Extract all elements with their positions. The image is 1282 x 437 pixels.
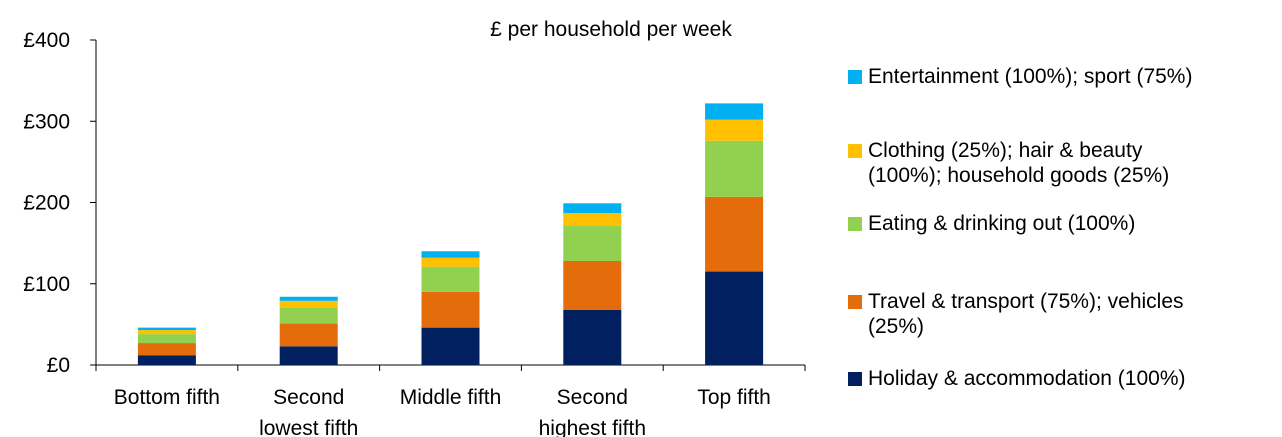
y-tick-label: £100 xyxy=(23,273,70,296)
bar-segment-second-highest-fifth-series-0 xyxy=(563,309,622,365)
legend-swatch xyxy=(848,144,862,158)
y-tick-label: £200 xyxy=(23,192,70,215)
x-axis-labels: Bottom fifth Second lowest fifth Middle fif… xyxy=(114,386,771,437)
x-tick-label: Second xyxy=(557,386,628,409)
x-tick-label: highest fifth xyxy=(539,417,646,437)
legend-swatch xyxy=(848,295,862,309)
legend-item: Holiday & accommodation (100%) xyxy=(848,366,1282,391)
x-tick-label: Bottom fifth xyxy=(114,386,220,409)
bar-segment-top-fifth-series-0 xyxy=(705,271,764,365)
legend-label: Travel & transport (75%); vehicles (25%) xyxy=(868,290,1184,338)
legend-item: Travel & transport (75%); vehicles (25%) xyxy=(848,289,1282,339)
legend-item: Clothing (25%); hair & beauty (100%); hou… xyxy=(848,138,1282,188)
x-tick-label: lowest fifth xyxy=(259,417,358,437)
bar-segment-middle-fifth-series-2 xyxy=(421,266,480,292)
bar-segment-second-lowest-fifth-series-4 xyxy=(279,296,338,301)
bar-segment-second-lowest-fifth-series-1 xyxy=(279,323,338,347)
legend-label: Clothing (25%); hair & beauty (100%); hou… xyxy=(868,139,1170,187)
y-axis-ticks: £0 £100 £200 £300 £400 xyxy=(23,29,806,377)
bar-segment-second-lowest-fifth-series-0 xyxy=(279,346,338,365)
bar-segment-second-highest-fifth-series-3 xyxy=(563,213,622,226)
bar-segment-middle-fifth-series-1 xyxy=(421,291,480,328)
legend-label: Eating & drinking out (100%) xyxy=(868,212,1136,235)
x-tick-label: Middle fifth xyxy=(400,386,502,409)
bars xyxy=(137,103,764,365)
legend: Entertainment (100%); sport (75%) Clothin… xyxy=(848,0,1282,437)
bar-segment-top-fifth-series-3 xyxy=(705,119,764,141)
legend-swatch xyxy=(848,217,862,231)
legend-item: Eating & drinking out (100%) xyxy=(848,211,1282,236)
bar-segment-second-lowest-fifth-series-2 xyxy=(279,307,338,324)
legend-item: Entertainment (100%); sport (75%) xyxy=(848,64,1282,89)
legend-swatch xyxy=(848,372,862,386)
legend-swatch xyxy=(848,70,862,84)
bar-segment-middle-fifth-series-4 xyxy=(421,251,480,258)
bar-segment-second-highest-fifth-series-4 xyxy=(563,203,622,214)
bar-segment-top-fifth-series-2 xyxy=(705,140,764,197)
x-tick-label: Second xyxy=(273,386,344,409)
bar-segment-middle-fifth-series-0 xyxy=(421,327,480,365)
bar-segment-bottom-fifth-series-4 xyxy=(137,327,196,331)
chart-title: £ per household per week xyxy=(490,18,732,41)
bar-segment-middle-fifth-series-3 xyxy=(421,257,480,267)
y-tick-label: £300 xyxy=(23,110,70,133)
legend-label: Holiday & accommodation (100%) xyxy=(868,367,1186,390)
bar-segment-second-highest-fifth-series-1 xyxy=(563,261,622,310)
bar-segment-top-fifth-series-4 xyxy=(705,103,764,120)
bar-segment-bottom-fifth-series-1 xyxy=(137,343,196,356)
x-tick-label: Top fifth xyxy=(697,386,771,409)
bar-segment-second-lowest-fifth-series-3 xyxy=(279,300,338,308)
legend-label: Entertainment (100%); sport (75%) xyxy=(868,65,1193,88)
stacked-bar-chart: £ per household per week £0£100£200£300£… xyxy=(23,18,806,437)
bar-segment-top-fifth-series-1 xyxy=(705,196,764,272)
bar-segment-bottom-fifth-series-0 xyxy=(137,355,196,365)
y-tick-label: £0 xyxy=(47,354,70,377)
bar-segment-bottom-fifth-series-3 xyxy=(137,330,196,335)
bar-segment-second-highest-fifth-series-2 xyxy=(563,225,622,261)
bar-segment-bottom-fifth-series-2 xyxy=(137,334,196,344)
y-tick-label: £400 xyxy=(23,29,70,52)
